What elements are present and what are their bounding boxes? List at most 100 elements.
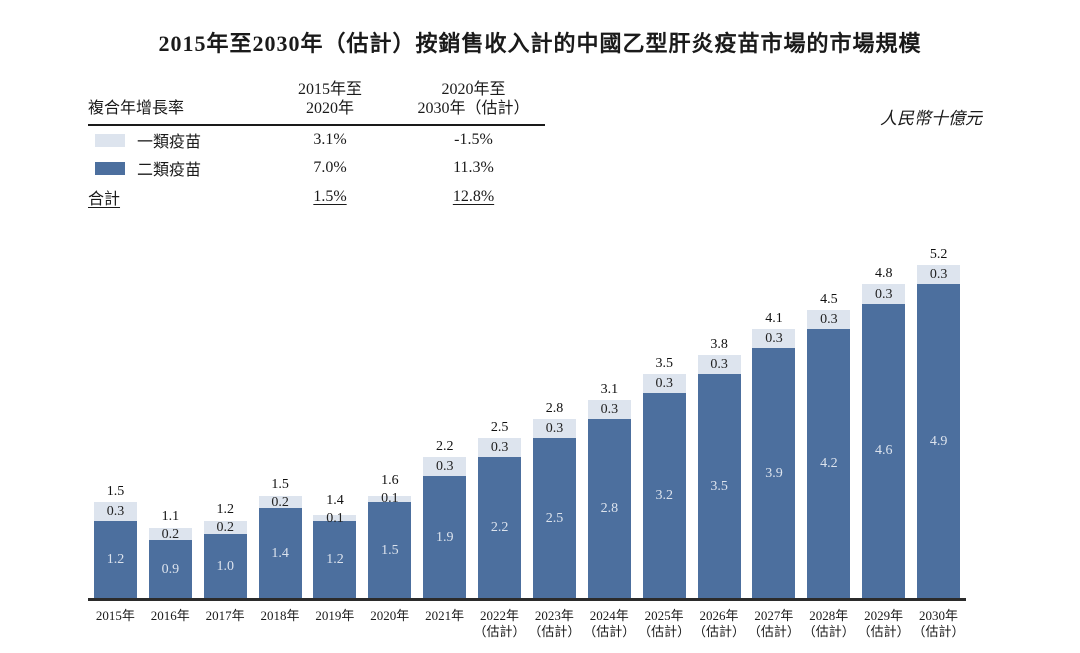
bar-column: 4.2 0.3 4.5 [801, 235, 856, 598]
bar-value-class2: 2.5 [545, 510, 564, 526]
bar-value-class1: 0.3 [106, 504, 125, 520]
x-axis-label: 2020年 [370, 608, 410, 623]
bar-segment-class2 [697, 374, 741, 598]
bar-column: 4.9 0.3 5.2 [911, 235, 966, 598]
bar-value-class1: 0.3 [600, 401, 619, 417]
total-label: 合計 [88, 191, 121, 208]
class2-cagr-period2: 11.3% [453, 159, 494, 176]
total-cagr-period2: 12.8% [452, 188, 495, 205]
bar-column: 1.2 0.3 1.5 [88, 235, 143, 598]
x-axis-label: 2024年 （估計） [583, 608, 636, 639]
bar-column: 0.9 0.2 1.1 [143, 235, 198, 598]
total-row: 合計 1.5% 12.8% [88, 184, 545, 210]
cagr-period2-header: 2020年至 2030年（估計） [417, 81, 530, 117]
bar-segment-class2 [532, 438, 576, 598]
bar-value-class1: 0.3 [490, 440, 509, 456]
x-axis-labels: 2015年 2016年 2017年 2018年 2019年 2020年 2021年 2022年… [88, 608, 966, 640]
bar-column: 1.0 0.2 1.2 [198, 235, 253, 598]
bar-segment-class1 [532, 418, 576, 438]
bar-value-class2: 3.5 [710, 478, 728, 494]
bar-value-class1: 0.3 [874, 286, 893, 302]
x-axis-label: 2026年 （估計） [693, 608, 746, 639]
bar-value-class1: 0.2 [161, 526, 180, 542]
bar-segment-class1 [93, 502, 137, 522]
bar-segment-class1 [478, 438, 522, 458]
class2-cagr-period1: 7.0% [313, 159, 347, 176]
bar-total-label: 5.2 [929, 247, 948, 263]
bar-segment-class1 [642, 374, 686, 394]
bar-value-class1: 0.3 [710, 356, 728, 372]
bar-value-class1: 0.2 [216, 520, 234, 536]
x-axis-label: 2017年 [205, 608, 245, 623]
bar-segment-class2 [368, 502, 412, 598]
x-axis-label: 2019年 [315, 608, 355, 623]
unit-label: 人民幣十億元 [880, 109, 982, 128]
bar-value-class2: 3.9 [765, 465, 783, 481]
bar-column: 3.5 0.3 3.8 [692, 235, 747, 598]
bar-value-class2: 2.8 [600, 500, 619, 516]
bar-value-class1: 0.3 [765, 331, 783, 347]
bar-segment-class1 [697, 354, 741, 374]
legend-row-class2: 二類疫苗 7.0% 11.3% [88, 154, 545, 182]
bar-segment-class1 [423, 457, 467, 477]
bar-total-label: 1.6 [381, 473, 399, 489]
bar-segment-class2 [642, 393, 686, 598]
bar-total-label: 1.4 [326, 492, 344, 508]
bar-value-class2: 0.9 [161, 561, 180, 577]
x-axis-label: 2025年 （估計） [638, 608, 691, 639]
bar-segment-class2 [258, 508, 302, 598]
x-axis-label: 2030年 （估計） [912, 608, 965, 639]
x-axis-label: 2028年 （估計） [802, 608, 855, 639]
bar-segment-class2 [203, 534, 247, 598]
class1-cagr-period2: -1.5% [454, 131, 493, 148]
bar-segment-class2 [752, 348, 796, 598]
bar-value-class2: 1.5 [381, 542, 399, 558]
bar-column: 1.5 0.1 1.6 [362, 235, 417, 598]
bar-segment-class1 [203, 521, 247, 534]
bar-value-class2: 4.2 [820, 456, 838, 472]
bar-value-class2: 1.2 [326, 552, 344, 568]
bar-total-label: 3.1 [600, 381, 619, 397]
cagr-header-label: 複合年增長率 [88, 100, 185, 117]
bar-value-class2: 1.4 [271, 545, 289, 561]
bar-value-class1: 0.3 [820, 312, 838, 328]
cagr-table-header: 複合年增長率 2015年至 2020年 2020年至 2030年（估計） [88, 80, 545, 126]
bar-segment-class2 [862, 303, 906, 598]
x-axis-label: 2015年 [95, 608, 135, 623]
bar-segment-class1 [368, 495, 412, 502]
bar-segment-class1 [313, 514, 357, 522]
bar-value-class2: 4.6 [874, 443, 893, 459]
bar-total-label: 2.2 [435, 439, 454, 455]
total-cagr-period1: 1.5% [313, 188, 347, 205]
bar-total-label: 4.5 [820, 292, 838, 307]
bar-segment-class1 [587, 399, 631, 419]
bar-value-class1: 0.2 [271, 494, 289, 510]
bar-column: 1.2 0.1 1.4 [308, 235, 363, 598]
bar-value-class2: 1.9 [435, 529, 454, 545]
x-axis-label: 2022年 （估計） [473, 608, 526, 639]
bar-segment-class2 [93, 521, 137, 598]
bar-column: 1.4 0.2 1.5 [253, 235, 308, 598]
legend-row-class1: 一類疫苗 3.1% -1.5% [88, 126, 545, 154]
bar-segment-class2 [807, 329, 851, 598]
legend-label-class2: 二類疫苗 [137, 162, 202, 179]
bar-total-label: 3.8 [710, 336, 728, 352]
bar-segment-class1 [148, 527, 192, 541]
bar-value-class1: 0.3 [655, 376, 673, 392]
legend-label-class1: 一類疫苗 [137, 134, 202, 151]
bar-segment-class1 [258, 495, 302, 509]
bar-total-label: 4.8 [874, 266, 893, 282]
bar-column: 4.6 0.3 4.8 [856, 235, 911, 598]
bar-total-label: 1.5 [271, 476, 289, 492]
bar-total-label: 2.8 [545, 400, 564, 416]
x-axis-label: 2027年 （估計） [747, 608, 800, 639]
x-axis-label: 2021年 [425, 608, 465, 623]
bar-column: 2.2 0.3 2.5 [472, 235, 527, 598]
stacked-bar-chart: 1.2 0.3 1.5 0.9 0.2 1.1 1.0 0.2 1.2 1.4 0.2 1.5 1.2 0… [88, 235, 966, 601]
bar-segment-class2 [313, 521, 357, 598]
bar-segment-class2 [148, 540, 192, 598]
bar-value-class2: 1.2 [106, 552, 125, 568]
bar-value-class2: 3.2 [655, 488, 673, 504]
bar-value-class1: 0.3 [435, 459, 454, 475]
